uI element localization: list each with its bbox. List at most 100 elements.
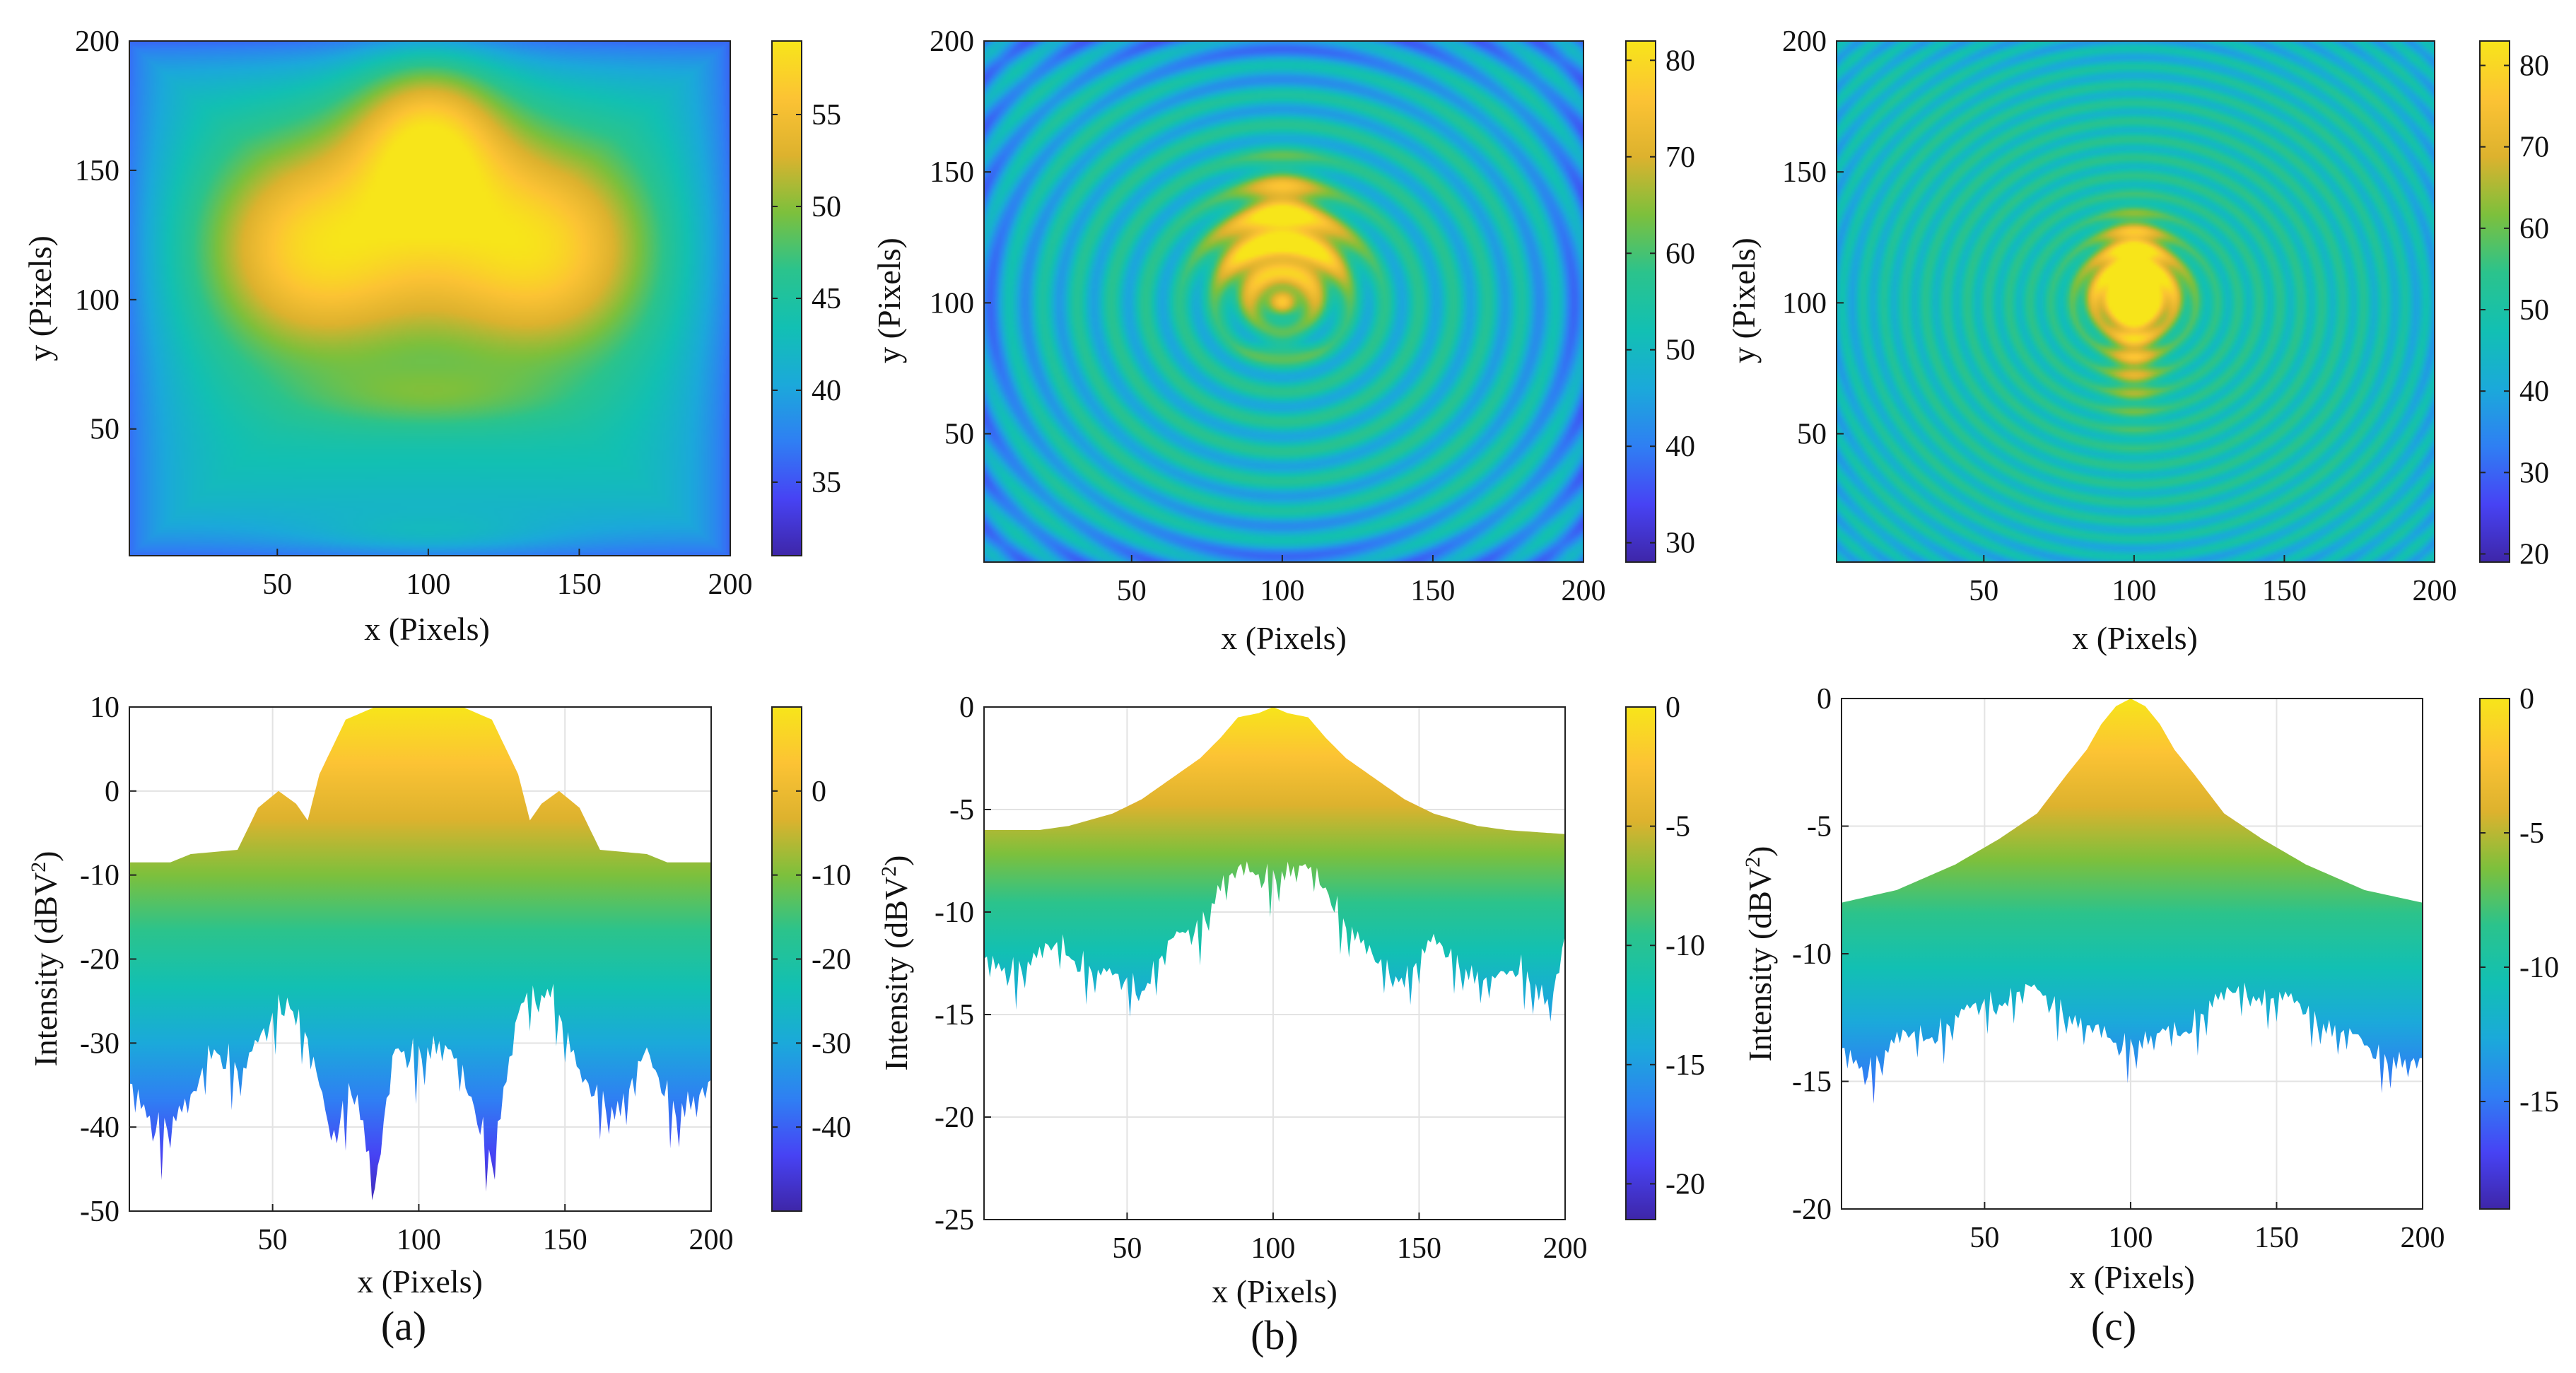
- y-tick-label: 100: [75, 284, 119, 317]
- y-tick-label: -20: [1792, 1193, 1832, 1226]
- x-tick-label: 50: [1969, 1222, 1999, 1254]
- colorbar-tick-label: 0: [1665, 691, 1680, 724]
- heatmap-c-top: [1837, 41, 2435, 562]
- colorbar-tick-label: -15: [1665, 1049, 1705, 1082]
- x-tick-label: 50: [1969, 575, 1998, 607]
- y-tick-label: 50: [944, 419, 974, 451]
- ticks-a-top: 50 100 150 200 50 100 150 200: [75, 25, 753, 601]
- x-tick-label: 50: [1112, 1232, 1142, 1265]
- area-a-bottom: [129, 707, 711, 1200]
- colorbar-b-top: [1625, 40, 1656, 563]
- colorbar-ticks-c-bottom: -15 -10 -5 0: [2480, 683, 2559, 1118]
- x-tick-label: 150: [1397, 1232, 1441, 1265]
- colorbar-c-bottom: [2479, 698, 2510, 1210]
- colorbar-tick-label: -20: [812, 944, 851, 976]
- ylabel-b-top: y (Pixels): [871, 238, 907, 363]
- ylabel-b-bottom: Intensity (dBV2): [877, 855, 914, 1070]
- colorbar-tick-label: 70: [2519, 132, 2549, 164]
- colorbar-tick-label: -40: [812, 1111, 851, 1144]
- x-tick-label: 100: [1260, 575, 1304, 607]
- panel-a-bottom: 50 100 150 200 -50 -40 -30 -20 -10 0 10 x (Pixels)…: [27, 691, 851, 1349]
- y-tick-label: 50: [90, 414, 119, 446]
- panel-b-bottom: 50 100 150 200 -25 -20 -15 -10 -5 0 x (Pixels) In…: [877, 691, 1705, 1358]
- colorbar-tick-label: -5: [1665, 811, 1690, 843]
- y-tick-label: 150: [930, 156, 974, 189]
- heatmap-a-top: [129, 41, 730, 556]
- x-tick-label: 150: [557, 568, 602, 601]
- x-tick-label: 200: [1562, 575, 1606, 607]
- x-tick-label: 50: [258, 1224, 288, 1256]
- ticks-c-top: 50 100 150 200 50 100 150 200: [1782, 25, 2457, 607]
- y-tick-label: -40: [80, 1111, 119, 1144]
- caption-a: (a): [381, 1303, 426, 1349]
- x-tick-label: 150: [2262, 575, 2307, 607]
- x-tick-label: 100: [397, 1224, 441, 1256]
- y-tick-label: 0: [959, 691, 974, 724]
- y-tick-label: -10: [935, 896, 974, 929]
- y-tick-label: -50: [80, 1196, 119, 1228]
- y-tick-label: 10: [90, 691, 119, 724]
- x-tick-label: 200: [2413, 575, 2457, 607]
- ylabel-c-top: y (Pixels): [1726, 238, 1762, 363]
- y-tick-label: -20: [80, 944, 119, 976]
- colorbar-tick-label: 50: [812, 191, 841, 223]
- y-tick-label: -10: [80, 860, 119, 892]
- colorbar-tick-label: 80: [2519, 50, 2549, 83]
- colorbar-tick-label: 35: [812, 467, 841, 499]
- colorbar-tick-label: -10: [2519, 952, 2559, 984]
- colorbar-ticks-a-top: 35 40 45 50 55: [772, 99, 841, 499]
- colorbar-tick-label: 20: [2519, 538, 2549, 571]
- y-tick-label: -25: [935, 1204, 974, 1237]
- panel-a-top: 50 100 150 200 50 100 150 200 x (Pixels) y (Pix…: [22, 25, 841, 647]
- colorbar-tick-label: 30: [2519, 457, 2549, 489]
- colorbar-c-top: [2479, 40, 2510, 563]
- colorbar-tick-label: 50: [2519, 294, 2549, 327]
- ticks-a-bottom: 50 100 150 200 -50 -40 -30 -20 -10 0 10: [80, 691, 734, 1256]
- x-tick-label: 50: [262, 568, 292, 601]
- colorbar-tick-label: 30: [1665, 527, 1695, 560]
- colorbar-tick-label: 55: [812, 99, 841, 132]
- xlabel-a-top: x (Pixels): [364, 611, 490, 647]
- panel-c-bottom: 50 100 150 200 -20 -15 -10 -5 0 x (Pixels) Inten…: [1741, 683, 2559, 1349]
- x-tick-label: 150: [2254, 1222, 2299, 1254]
- y-tick-label: 0: [1817, 683, 1832, 715]
- colorbar-tick-label: 60: [2519, 213, 2549, 245]
- x-tick-label: 100: [1251, 1232, 1295, 1265]
- colorbar-tick-label: -10: [1665, 930, 1705, 962]
- xlabel-b-bottom: x (Pixels): [1212, 1273, 1337, 1309]
- colorbar-ticks-c-top: 20 30 40 50 60 70 80: [2480, 50, 2549, 571]
- colorbar-tick-label: 0: [2519, 683, 2534, 715]
- ylabel-a-top: y (Pixels): [22, 235, 58, 361]
- caption-b: (b): [1251, 1312, 1299, 1358]
- x-tick-label: 50: [1117, 575, 1147, 607]
- ylabel-a-bottom: Intensity (dBV2): [27, 851, 64, 1066]
- xlabel-c-bottom: x (Pixels): [2069, 1259, 2195, 1295]
- colorbar-tick-label: -10: [812, 860, 851, 892]
- colorbar-tick-label: 50: [1665, 334, 1695, 367]
- y-tick-label: -30: [80, 1027, 119, 1060]
- colorbar-tick-label: 45: [812, 283, 841, 315]
- x-tick-label: 100: [406, 568, 450, 601]
- y-tick-label: 100: [930, 287, 974, 320]
- x-tick-label: 150: [1410, 575, 1455, 607]
- colorbar-tick-label: 70: [1665, 141, 1695, 174]
- x-tick-label: 200: [708, 568, 753, 601]
- x-tick-label: 200: [689, 1224, 734, 1256]
- y-tick-label: 50: [1797, 419, 1827, 451]
- x-tick-label: 150: [543, 1224, 587, 1256]
- y-tick-label: -5: [949, 794, 974, 826]
- y-tick-label: 0: [105, 776, 119, 808]
- heatmap-b-top: [984, 41, 1583, 562]
- x-tick-label: 200: [1543, 1232, 1588, 1265]
- colorbar-ticks-b-top: 30 40 50 60 70 80: [1626, 45, 1695, 560]
- colorbar-tick-label: 40: [2519, 375, 2549, 408]
- y-tick-label: 200: [75, 25, 119, 58]
- x-tick-label: 100: [2108, 1222, 2153, 1254]
- caption-c: (c): [2091, 1303, 2136, 1349]
- y-tick-label: 200: [930, 25, 974, 58]
- x-tick-label: 200: [2401, 1222, 2445, 1254]
- colorbar-tick-label: 40: [812, 375, 841, 407]
- colorbar-tick-label: 80: [1665, 45, 1695, 77]
- colorbar-tick-label: 40: [1665, 431, 1695, 463]
